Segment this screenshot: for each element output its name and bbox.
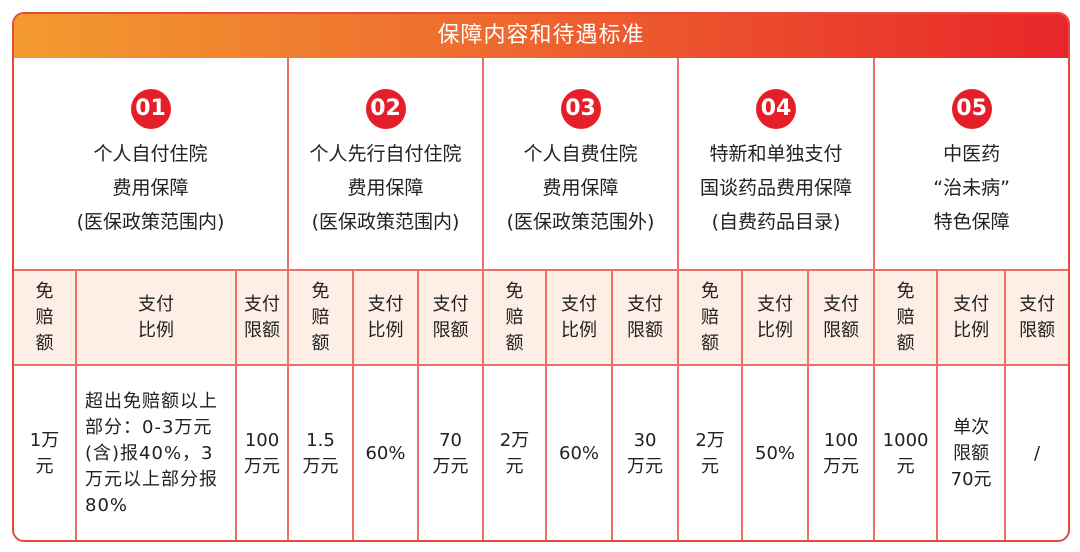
values-row: 1万元 超出免赔额以上部分：0-3万元(含)报40%，3万元以上部分报80% 1…	[14, 364, 1068, 540]
category-line: 费用保障	[347, 176, 424, 199]
c2-limit: 70 万元	[416, 364, 485, 540]
c1-ratio: 超出免赔额以上部分：0-3万元(含)报40%，3万元以上部分报80%	[75, 364, 237, 540]
category-line: 国谈药品费用保障	[700, 176, 853, 199]
number-badge: 02	[365, 88, 406, 129]
category-line: 个人自费住院	[523, 142, 638, 165]
subheader-deductible: 免赔额	[873, 269, 939, 366]
subheader-ratio: 支付 比例	[75, 269, 237, 366]
c3-limit: 30 万元	[611, 364, 680, 540]
c2-deductible: 1.5 万元	[287, 364, 354, 540]
c4-ratio: 50%	[741, 364, 810, 540]
c5-limit: /	[1004, 364, 1068, 540]
category-05: 05 中医药 “治未病” 特色保障	[873, 58, 1068, 271]
c3-ratio: 60%	[545, 364, 614, 540]
table-title: 保障内容和待遇标准	[14, 14, 1068, 58]
category-03: 03 个人自费住院 费用保障 (医保政策范围外)	[482, 58, 680, 271]
subheader-deductible: 免赔额	[287, 269, 354, 366]
category-row: 01 个人自付住院 费用保障 (医保政策范围内) 02 个人先行自付住院 费用保…	[14, 58, 1068, 271]
number-badge: 01	[130, 88, 171, 129]
c4-limit: 100 万元	[807, 364, 876, 540]
c2-ratio: 60%	[352, 364, 419, 540]
number-badge: 04	[756, 88, 797, 129]
category-line: 特色保障	[933, 210, 1010, 233]
c5-ratio: 单次 限额 70元	[936, 364, 1007, 540]
subheader-deductible: 免赔额	[14, 269, 77, 366]
subheader-limit: 支付 限额	[807, 269, 876, 366]
number-badge: 05	[951, 88, 992, 129]
category-02: 02 个人先行自付住院 费用保障 (医保政策范围内)	[286, 58, 485, 271]
subheader-limit: 支付 限额	[611, 269, 680, 366]
category-line: 费用保障	[542, 176, 619, 199]
number-badge: 03	[560, 88, 601, 129]
subheader-limit: 支付 限额	[1004, 269, 1068, 366]
benefits-table-card: 保障内容和待遇标准 01 个人自付住院 费用保障 (医保政策范围内) 02 个人…	[12, 12, 1070, 542]
subheader-deductible: 免赔额	[677, 269, 744, 366]
c1-deductible: 1万元	[14, 364, 77, 540]
c5-deductible: 1000 元	[873, 364, 939, 540]
c1-limit: 100 万元	[235, 364, 289, 540]
category-line: (自费药品目录)	[711, 210, 841, 233]
subheader-row: 免赔额 支付 比例 支付 限额 免赔额 支付 比例 支付 限额 免赔额	[14, 269, 1068, 366]
category-line: 中医药	[943, 142, 1001, 165]
category-line: 个人自付住院	[93, 142, 208, 165]
subheader-limit: 支付 限额	[416, 269, 485, 366]
category-line: (医保政策范围内)	[76, 210, 225, 233]
category-line: 特新和单独支付	[709, 142, 843, 165]
subheader-ratio: 支付 比例	[352, 269, 419, 366]
subheader-ratio: 支付 比例	[936, 269, 1007, 366]
c4-deductible: 2万元	[677, 364, 744, 540]
subheader-deductible: 免赔额	[482, 269, 548, 366]
category-04: 04 特新和单独支付 国谈药品费用保障 (自费药品目录)	[677, 58, 876, 271]
c3-deductible: 2万元	[482, 364, 548, 540]
category-line: 费用保障	[112, 176, 189, 199]
category-01: 01 个人自付住院 费用保障 (医保政策范围内)	[14, 58, 289, 271]
subheader-limit: 支付 限额	[235, 269, 289, 366]
category-line: (医保政策范围外)	[506, 210, 655, 233]
category-line: (医保政策范围内)	[311, 210, 460, 233]
subheader-ratio: 支付 比例	[741, 269, 810, 366]
benefits-table: 01 个人自付住院 费用保障 (医保政策范围内) 02 个人先行自付住院 费用保…	[14, 58, 1068, 540]
category-line: 个人先行自付住院	[309, 142, 462, 165]
category-line: “治未病”	[933, 176, 1010, 199]
subheader-ratio: 支付 比例	[545, 269, 614, 366]
